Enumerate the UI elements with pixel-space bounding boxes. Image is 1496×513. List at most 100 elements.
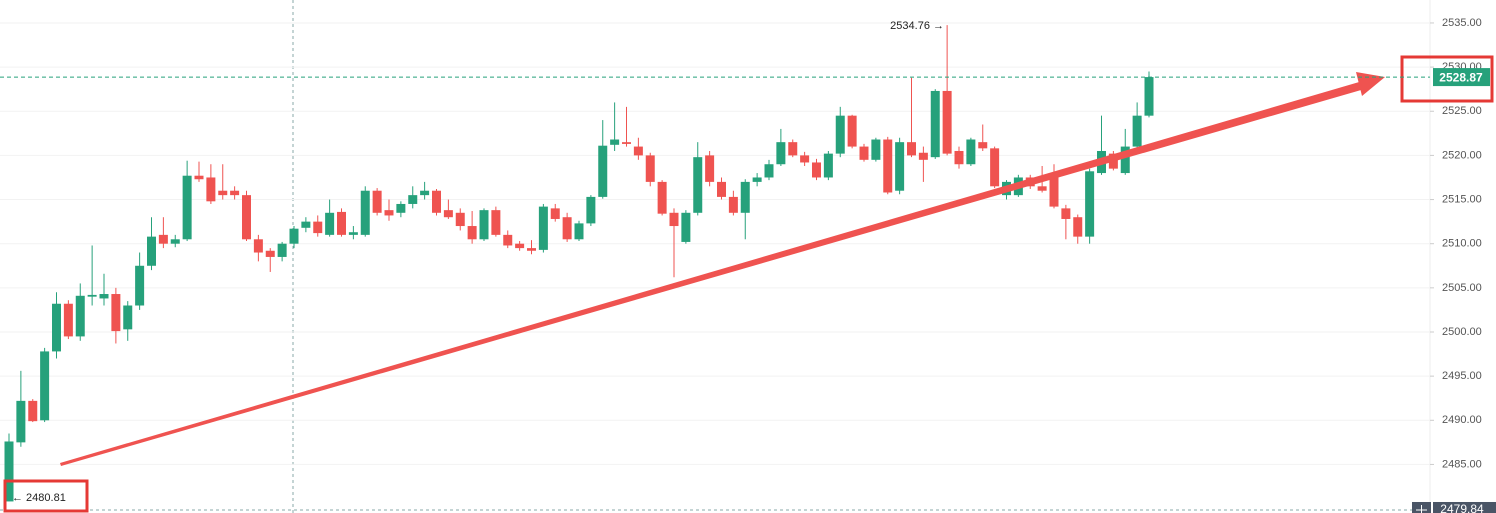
- candle-body: [1037, 186, 1047, 191]
- candle-body: [443, 210, 453, 218]
- candle-body: [859, 146, 869, 160]
- candle-body: [4, 441, 14, 502]
- candle-body: [728, 196, 738, 213]
- highlight-box: [3, 479, 89, 513]
- candle-body: [800, 155, 810, 163]
- candle-body: [622, 142, 631, 144]
- candle-body: [135, 265, 145, 306]
- candle-body: [277, 243, 287, 257]
- y-tick-label: 2515.00: [1442, 193, 1482, 205]
- overlay: 2528.87 2479.84 2534.76 → ← 2480.81: [0, 20, 1496, 513]
- y-tick-label: 2495.00: [1442, 370, 1482, 382]
- candle-body: [871, 139, 881, 160]
- high-annotation: 2534.76 →: [890, 20, 944, 32]
- candle-body: [1120, 146, 1130, 174]
- candle-body: [1085, 171, 1095, 237]
- candle-body: [313, 221, 323, 234]
- candle-body: [918, 152, 928, 160]
- candle-body: [883, 139, 893, 193]
- candle-body: [147, 236, 156, 266]
- candle-body: [515, 243, 525, 249]
- candle-body: [705, 155, 715, 182]
- trend-line: [60, 80, 1368, 466]
- candle-body: [158, 234, 168, 244]
- last-price-label: 2528.87: [1439, 70, 1483, 84]
- candle-body: [75, 295, 85, 337]
- candle-body: [28, 400, 38, 422]
- candle-body: [491, 210, 501, 235]
- candle-body: [230, 190, 240, 196]
- candle-body: [942, 90, 952, 154]
- y-tick-label: 2525.00: [1442, 105, 1482, 117]
- candle-body: [206, 177, 216, 202]
- candle-body: [740, 181, 750, 213]
- candle-body: [835, 115, 845, 154]
- candle-body: [87, 294, 97, 297]
- candle-body: [40, 351, 50, 421]
- candle-body: [645, 155, 655, 182]
- candle-body: [218, 190, 228, 196]
- candle-body: [253, 239, 263, 253]
- candle-body: [990, 148, 1000, 187]
- last-price-badge: [1433, 68, 1490, 87]
- candle-body: [63, 303, 73, 337]
- candle-body: [788, 142, 798, 156]
- highlight-box: [1400, 55, 1494, 103]
- candle-body: [479, 210, 489, 240]
- candle-body: [396, 203, 406, 213]
- candle-body: [360, 190, 370, 235]
- candle-body: [289, 228, 299, 244]
- candle-body: [194, 175, 204, 180]
- candle-body: [895, 142, 905, 191]
- candle-body: [325, 212, 335, 235]
- candle-body: [538, 206, 548, 250]
- candle-body: [52, 303, 61, 352]
- candle-body: [633, 146, 643, 156]
- y-tick-label: 2485.00: [1442, 458, 1482, 470]
- candle-body: [586, 196, 596, 224]
- low-annotation: ← 2480.81: [12, 492, 66, 504]
- candle-body: [562, 217, 572, 240]
- crosshair-price-badge: [1433, 501, 1496, 513]
- candle-body: [681, 212, 691, 242]
- candle-body: [764, 164, 774, 178]
- candle-body: [408, 195, 418, 204]
- candle-body: [610, 139, 620, 145]
- y-tick-label: 2505.00: [1442, 282, 1482, 294]
- candle-body: [657, 181, 667, 214]
- candle-body: [455, 212, 465, 227]
- candle-body: [752, 177, 762, 182]
- candle-body: [301, 221, 311, 228]
- arrow-head: [1356, 72, 1385, 96]
- candle-body: [669, 212, 679, 227]
- candle-body: [348, 232, 358, 235]
- candle-body: [812, 162, 821, 178]
- candle-body: [823, 153, 833, 178]
- candle-body: [1144, 77, 1154, 116]
- candle-body: [467, 226, 477, 240]
- candle-body: [847, 115, 857, 147]
- candle-body: [1073, 217, 1083, 237]
- candle-body: [337, 211, 346, 235]
- candle-body: [930, 90, 940, 158]
- candle-body: [954, 150, 964, 165]
- candle-body: [907, 142, 916, 156]
- y-tick-label: 2500.00: [1442, 326, 1482, 338]
- candle-body: [978, 142, 988, 149]
- candle-body: [432, 190, 441, 213]
- candle-body: [16, 400, 26, 443]
- y-tick-label: 2535.00: [1442, 17, 1482, 29]
- crosshair-price-label: 2479.84: [1440, 502, 1484, 513]
- candle-body: [693, 157, 703, 213]
- candle-body: [182, 175, 192, 240]
- candle-body: [598, 145, 608, 197]
- candle-body: [123, 305, 133, 330]
- candle-body: [384, 210, 394, 216]
- candle-body: [372, 190, 382, 213]
- candle-body: [574, 223, 584, 240]
- candle-body: [1049, 173, 1059, 207]
- y-tick-label: 2490.00: [1442, 414, 1482, 426]
- candle-body: [527, 248, 536, 251]
- trend-arrow: [60, 72, 1385, 466]
